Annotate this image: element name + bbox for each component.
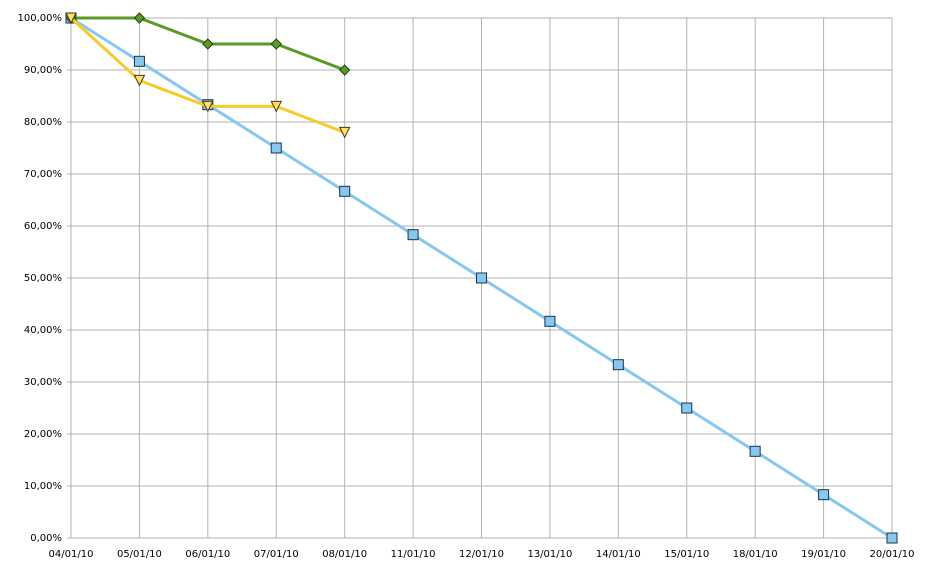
x-tick-label: 13/01/10 [527, 549, 572, 560]
marker [544, 315, 556, 327]
y-tick-label: 90,00% [24, 65, 62, 76]
y-tick-label: 100,00% [18, 13, 63, 24]
y-tick-label: 50,00% [24, 273, 62, 284]
y-tick-label: 60,00% [24, 221, 62, 232]
x-tick-label: 07/01/10 [254, 549, 299, 560]
x-tick-label: 11/01/10 [391, 549, 436, 560]
x-tick-label: 20/01/10 [870, 549, 915, 560]
marker [612, 359, 624, 371]
marker [202, 100, 214, 113]
y-tick-label: 10,00% [24, 481, 62, 492]
marker [818, 489, 830, 501]
marker [407, 229, 419, 241]
x-tick-label: 06/01/10 [185, 549, 230, 560]
y-tick-label: 40,00% [24, 325, 62, 336]
marker [749, 445, 761, 457]
x-tick-label: 18/01/10 [733, 549, 778, 560]
marker [133, 12, 146, 24]
y-tick-label: 30,00% [24, 377, 62, 388]
marker [133, 74, 146, 87]
marker [202, 38, 214, 50]
marker [270, 142, 282, 154]
marker [886, 532, 898, 544]
x-tick-label: 04/01/10 [49, 549, 94, 560]
y-tick-label: 70,00% [24, 169, 62, 180]
x-tick-label: 15/01/10 [664, 549, 709, 560]
x-tick-label: 12/01/10 [459, 549, 504, 560]
x-tick-label: 19/01/10 [801, 549, 846, 560]
marker [476, 272, 487, 284]
y-tick-label: 20,00% [24, 429, 62, 440]
marker [270, 100, 283, 113]
plot-frame [70, 17, 893, 539]
marker [339, 185, 351, 197]
y-tick-label: 0,00% [30, 533, 62, 544]
marker [133, 55, 145, 67]
marker [681, 402, 693, 414]
y-tick-label: 80,00% [24, 117, 62, 128]
x-tick-label: 05/01/10 [117, 549, 162, 560]
marker [65, 12, 77, 25]
marker [338, 64, 351, 76]
marker [338, 126, 351, 139]
marker [270, 38, 282, 50]
x-tick-label: 08/01/10 [322, 549, 367, 560]
x-tick-label: 14/01/10 [596, 549, 641, 560]
